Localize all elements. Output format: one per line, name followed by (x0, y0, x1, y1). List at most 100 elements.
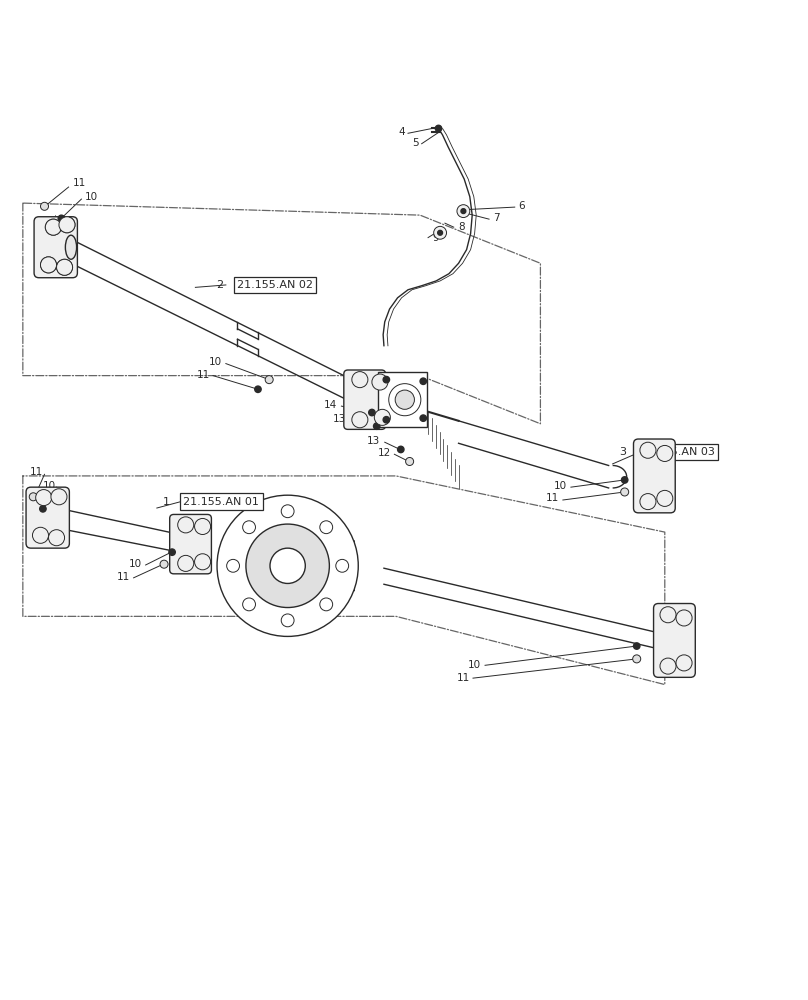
Circle shape (660, 607, 676, 623)
Circle shape (657, 445, 673, 461)
Circle shape (217, 495, 358, 636)
Circle shape (383, 417, 389, 423)
Circle shape (195, 554, 211, 570)
Text: 4: 4 (398, 127, 405, 137)
Circle shape (398, 446, 404, 453)
Text: 10: 10 (468, 660, 482, 670)
Circle shape (58, 215, 65, 222)
Text: 11: 11 (73, 178, 86, 188)
Circle shape (195, 518, 211, 535)
Circle shape (621, 477, 628, 483)
Text: 8: 8 (458, 222, 465, 232)
Circle shape (48, 530, 65, 546)
Circle shape (633, 655, 641, 663)
Circle shape (40, 257, 57, 273)
Circle shape (368, 409, 375, 416)
Circle shape (406, 457, 414, 465)
Circle shape (59, 217, 75, 233)
Text: 14: 14 (323, 400, 337, 410)
Circle shape (242, 521, 255, 534)
Circle shape (395, 390, 415, 409)
Circle shape (389, 384, 421, 416)
Circle shape (351, 372, 368, 388)
FancyBboxPatch shape (170, 514, 212, 574)
Text: 10: 10 (128, 559, 141, 569)
Circle shape (59, 217, 75, 233)
Text: 21.155.AN 02: 21.155.AN 02 (237, 280, 313, 290)
Circle shape (40, 506, 46, 512)
Circle shape (281, 614, 294, 627)
Circle shape (51, 489, 67, 505)
Text: 11: 11 (546, 493, 559, 503)
Circle shape (160, 560, 168, 568)
Circle shape (633, 643, 640, 649)
Text: 3: 3 (620, 447, 630, 457)
Circle shape (40, 257, 57, 273)
Circle shape (320, 521, 333, 534)
Circle shape (29, 493, 37, 501)
Text: 13: 13 (367, 436, 380, 446)
Circle shape (45, 219, 61, 235)
Text: 7: 7 (493, 213, 499, 223)
Circle shape (270, 548, 305, 583)
Circle shape (36, 490, 52, 506)
Text: 11: 11 (197, 370, 210, 380)
Circle shape (178, 517, 194, 533)
Text: 12: 12 (377, 448, 390, 458)
Circle shape (246, 524, 330, 608)
Polygon shape (330, 541, 354, 591)
Circle shape (420, 378, 427, 384)
Text: 10: 10 (554, 481, 567, 491)
Circle shape (45, 219, 61, 235)
Circle shape (383, 376, 389, 383)
Circle shape (660, 658, 676, 674)
Circle shape (57, 259, 73, 275)
FancyBboxPatch shape (34, 217, 78, 278)
Circle shape (621, 488, 629, 496)
Circle shape (676, 655, 692, 671)
FancyBboxPatch shape (377, 372, 427, 427)
Text: 21.155.AN 01: 21.155.AN 01 (183, 497, 259, 507)
Circle shape (640, 494, 656, 510)
Text: 10: 10 (208, 357, 222, 367)
Text: 5: 5 (412, 138, 419, 148)
FancyBboxPatch shape (344, 370, 385, 429)
Circle shape (336, 559, 348, 572)
Text: 1: 1 (163, 497, 174, 507)
FancyBboxPatch shape (26, 487, 69, 548)
Text: 11: 11 (30, 467, 43, 477)
Text: 9: 9 (433, 233, 440, 243)
Circle shape (374, 409, 390, 425)
Text: 21.155.AN 03: 21.155.AN 03 (639, 447, 715, 457)
Circle shape (657, 490, 673, 506)
Ellipse shape (65, 235, 77, 259)
Circle shape (372, 374, 388, 390)
Text: 6: 6 (519, 201, 525, 211)
FancyBboxPatch shape (654, 604, 696, 677)
Text: 11: 11 (457, 673, 470, 683)
Circle shape (434, 226, 447, 239)
Circle shape (242, 598, 255, 611)
Circle shape (265, 376, 273, 384)
Circle shape (461, 209, 465, 214)
Circle shape (436, 125, 442, 132)
Text: 2: 2 (217, 280, 228, 290)
Circle shape (676, 610, 692, 626)
Circle shape (640, 442, 656, 458)
Circle shape (178, 555, 194, 571)
Circle shape (169, 549, 175, 555)
Circle shape (255, 386, 261, 392)
Circle shape (32, 527, 48, 543)
Circle shape (40, 202, 48, 210)
Circle shape (281, 505, 294, 518)
Circle shape (438, 230, 443, 235)
Text: 13: 13 (333, 414, 347, 424)
Circle shape (320, 598, 333, 611)
Circle shape (373, 423, 380, 429)
Circle shape (420, 415, 427, 421)
Circle shape (351, 412, 368, 428)
FancyBboxPatch shape (633, 439, 675, 513)
Text: 11: 11 (116, 572, 130, 582)
Circle shape (457, 205, 469, 218)
Circle shape (227, 559, 239, 572)
